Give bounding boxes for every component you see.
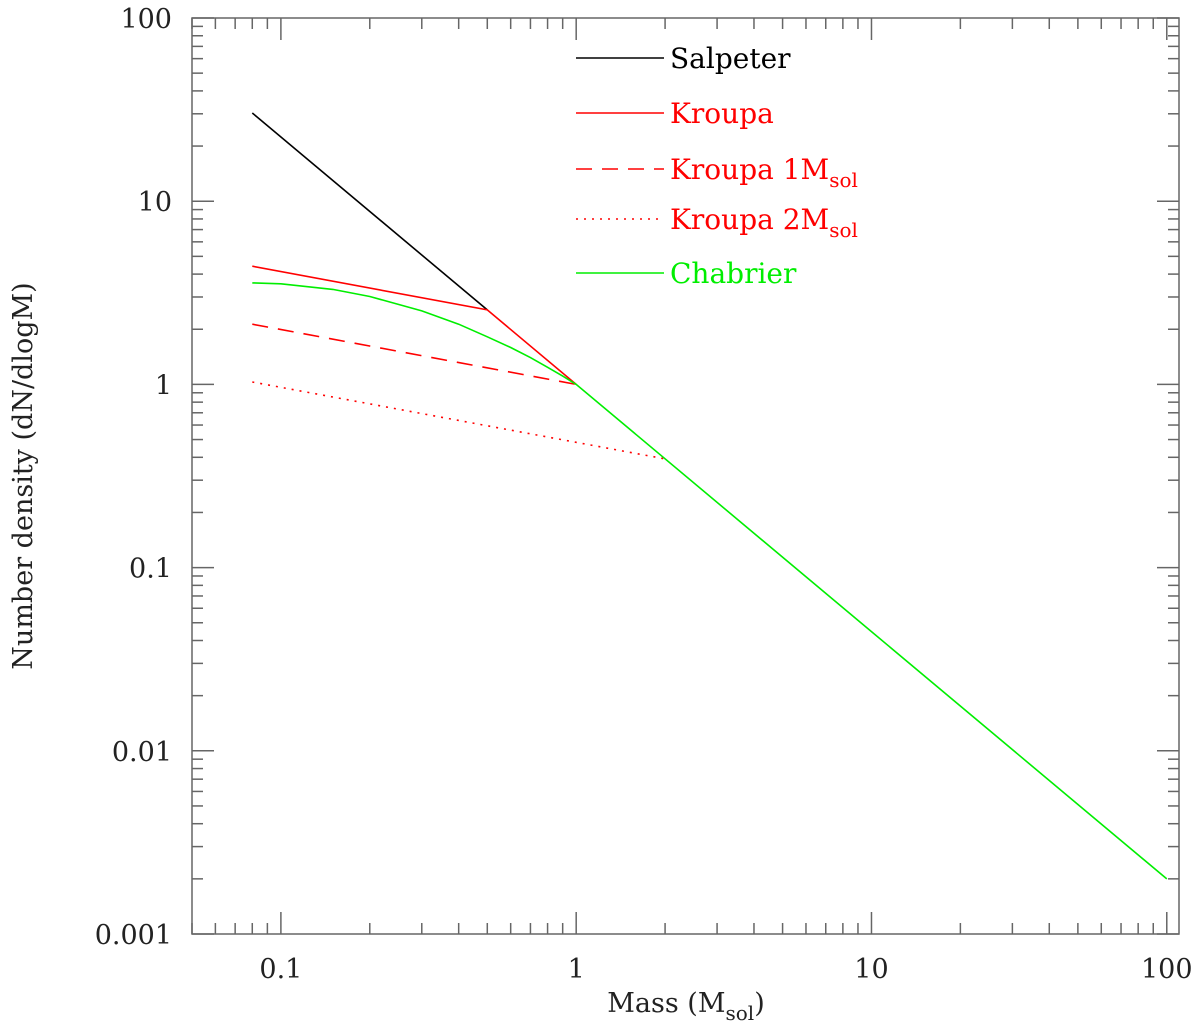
legend-label: Kroupa [670, 97, 774, 130]
series-lines [251, 112, 1168, 880]
x-tick-label: 10 [854, 954, 888, 985]
series-line-salpeter [251, 112, 488, 311]
legend-label: Kroupa 1Msol [670, 153, 858, 192]
series-line-kroupa-2m [252, 381, 666, 460]
x-tick-label: 1 [568, 954, 585, 985]
y-tick-label: 0.1 [129, 554, 172, 585]
y-tick-label: 0.01 [112, 737, 172, 768]
series-line-chabrier [252, 282, 1168, 880]
plot-frame [191, 17, 1180, 935]
x-tick-label: 0.1 [259, 954, 302, 985]
legend-label: Salpeter [670, 42, 791, 75]
y-tick-label: 0.001 [95, 920, 172, 951]
x-tick-label: 100 [1141, 954, 1193, 985]
x-axis-label: Mass (Msol) [607, 988, 764, 1025]
y-axis-label: Number density (dN/dlogM) [8, 282, 39, 669]
y-tick-label: 1 [155, 370, 172, 401]
tick-labels: 0.1 1 10 100 0.001 0.01 0.1 1 10 100 [95, 4, 1193, 985]
series-line-kroupa-1m [252, 323, 577, 386]
y-tick-label: 10 [138, 187, 172, 218]
axis-ticks [191, 17, 1179, 935]
legend: Salpeter Kroupa Kroupa 1Msol Kroupa 2Msol Ch… [576, 42, 858, 290]
series-line-kroupa [252, 265, 577, 386]
legend-label: Kroupa 2Msol [670, 203, 858, 242]
y-tick-label: 100 [120, 4, 172, 35]
legend-label: Chabrier [670, 257, 797, 290]
